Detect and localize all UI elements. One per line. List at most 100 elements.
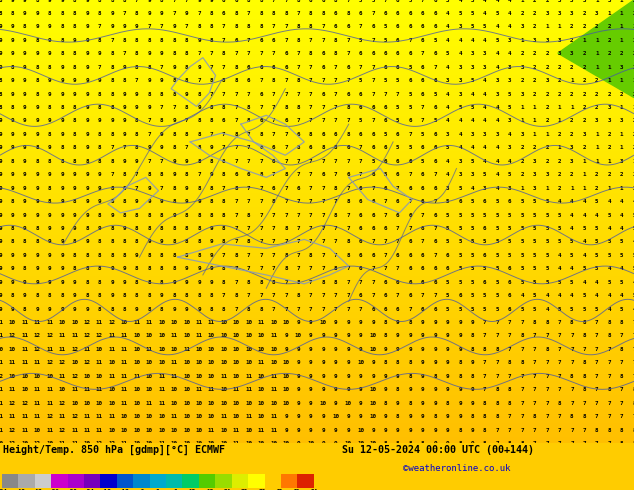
Text: 6: 6 — [371, 172, 375, 177]
Text: 2: 2 — [570, 24, 574, 29]
Text: 8: 8 — [297, 38, 300, 43]
Text: -24: -24 — [83, 489, 94, 490]
Text: 1: 1 — [521, 38, 524, 43]
Text: 8: 8 — [284, 253, 288, 258]
Text: 8: 8 — [98, 280, 101, 285]
Text: 8: 8 — [210, 119, 213, 123]
Text: 7: 7 — [235, 146, 238, 150]
Text: 7: 7 — [284, 240, 288, 245]
Text: 6: 6 — [408, 159, 412, 164]
Text: 5: 5 — [583, 293, 586, 298]
Text: 7: 7 — [434, 253, 437, 258]
Text: 9: 9 — [458, 320, 462, 325]
Text: 9: 9 — [321, 347, 325, 352]
Text: 8: 8 — [36, 226, 39, 231]
Text: 10: 10 — [121, 427, 128, 433]
Text: 9: 9 — [23, 132, 27, 137]
Text: 5: 5 — [545, 266, 549, 271]
Text: 7: 7 — [396, 92, 399, 97]
Text: 10: 10 — [146, 387, 153, 392]
Text: 8: 8 — [346, 240, 350, 245]
Text: 9: 9 — [23, 51, 27, 56]
Text: 1: 1 — [632, 105, 634, 110]
Text: 3: 3 — [620, 119, 623, 123]
Text: 7: 7 — [222, 92, 226, 97]
Text: 7: 7 — [583, 427, 586, 433]
Text: 5: 5 — [458, 253, 462, 258]
Text: 7: 7 — [160, 24, 164, 29]
Text: 8: 8 — [521, 441, 524, 446]
Text: 9: 9 — [421, 374, 424, 379]
Text: 8: 8 — [197, 146, 200, 150]
Text: 9: 9 — [184, 159, 188, 164]
Text: 7: 7 — [570, 427, 574, 433]
Bar — [117, 474, 133, 488]
Text: 7: 7 — [297, 159, 300, 164]
Text: 11: 11 — [71, 334, 78, 339]
Text: 9: 9 — [210, 280, 213, 285]
Text: 10: 10 — [108, 387, 115, 392]
Text: 6: 6 — [421, 92, 424, 97]
Text: 8: 8 — [85, 159, 89, 164]
Text: 1: 1 — [533, 132, 536, 137]
Text: 5: 5 — [508, 226, 512, 231]
Text: 8: 8 — [98, 146, 101, 150]
Text: 12: 12 — [84, 334, 91, 339]
Text: 8: 8 — [309, 24, 313, 29]
Text: 6: 6 — [297, 132, 300, 137]
Text: 7: 7 — [434, 199, 437, 204]
Text: 9: 9 — [48, 280, 51, 285]
Text: 4: 4 — [508, 0, 512, 2]
Text: 7: 7 — [259, 78, 263, 83]
Text: 7: 7 — [247, 132, 250, 137]
Text: 6: 6 — [259, 38, 263, 43]
Text: 10: 10 — [208, 414, 215, 419]
Text: 9: 9 — [359, 374, 362, 379]
Text: 8: 8 — [247, 0, 250, 2]
Text: 4: 4 — [558, 266, 561, 271]
Text: 4: 4 — [632, 307, 634, 312]
Text: 8: 8 — [110, 51, 113, 56]
Text: 10: 10 — [344, 441, 352, 446]
Text: 6: 6 — [408, 78, 412, 83]
Text: 9: 9 — [110, 213, 113, 218]
Text: 9: 9 — [197, 38, 200, 43]
Text: 7: 7 — [346, 0, 350, 2]
Text: 2: 2 — [545, 51, 549, 56]
Text: 8: 8 — [85, 226, 89, 231]
Text: 9: 9 — [309, 427, 313, 433]
Text: 9: 9 — [23, 119, 27, 123]
Text: 2: 2 — [558, 159, 561, 164]
Text: 2: 2 — [595, 92, 598, 97]
Text: 8: 8 — [309, 11, 313, 16]
Text: 8: 8 — [184, 293, 188, 298]
Text: 5: 5 — [458, 213, 462, 218]
Text: 6: 6 — [321, 0, 325, 2]
Text: 8: 8 — [408, 320, 412, 325]
Text: 2: 2 — [570, 132, 574, 137]
Text: 4: 4 — [508, 51, 512, 56]
Text: 5: 5 — [458, 280, 462, 285]
Text: 8: 8 — [36, 92, 39, 97]
Text: 7: 7 — [346, 293, 350, 298]
Text: 7: 7 — [272, 105, 275, 110]
Text: 10: 10 — [195, 360, 202, 366]
Text: 8: 8 — [110, 307, 113, 312]
Text: 7: 7 — [110, 38, 113, 43]
Text: 8: 8 — [272, 11, 275, 16]
Text: 7: 7 — [371, 186, 375, 191]
Text: 11: 11 — [121, 387, 128, 392]
Text: 9: 9 — [98, 51, 101, 56]
Text: 10: 10 — [158, 414, 165, 419]
Text: 9: 9 — [371, 360, 375, 366]
Text: 8: 8 — [235, 293, 238, 298]
Text: 8: 8 — [470, 334, 474, 339]
Text: 12: 12 — [96, 334, 103, 339]
Text: 7: 7 — [334, 65, 337, 70]
Text: 5: 5 — [521, 226, 524, 231]
Text: 10: 10 — [158, 427, 165, 433]
Text: 2: 2 — [558, 92, 561, 97]
Text: 6: 6 — [446, 266, 450, 271]
Text: 1: 1 — [607, 65, 611, 70]
Text: 2: 2 — [558, 172, 561, 177]
